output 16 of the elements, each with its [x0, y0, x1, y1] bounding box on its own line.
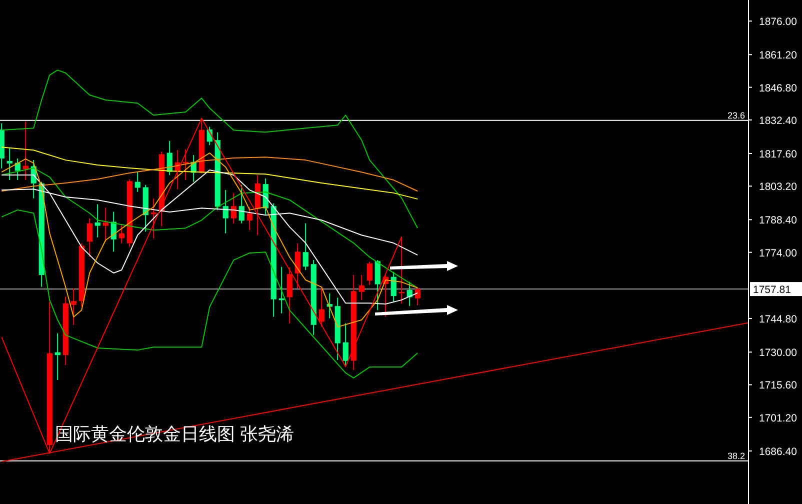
- ref-line-label: 1757.81: [753, 284, 792, 296]
- y-tick-label: 1788.40: [759, 214, 798, 227]
- y-tick-label: 1701.20: [759, 412, 798, 424]
- y-tick-label: 1832.40: [759, 114, 798, 127]
- y-tick-label: 1686.40: [759, 446, 798, 458]
- y-tick-label: 1774.00: [759, 247, 798, 260]
- annotation: 23.6: [727, 110, 745, 120]
- y-tick-label: 1730.00: [759, 347, 798, 360]
- y-tick-label: 1803.20: [759, 181, 798, 194]
- y-tick-label: 1744.80: [759, 314, 798, 326]
- y-tick-label: 1846.80: [759, 82, 798, 94]
- y-tick-label: 1817.60: [759, 148, 798, 160]
- y-tick-label: 1861.20: [759, 50, 798, 62]
- annotation: 38.2: [727, 450, 745, 461]
- y-tick-label: 1876.00: [759, 16, 798, 28]
- y-tick-label: 1715.60: [759, 380, 798, 392]
